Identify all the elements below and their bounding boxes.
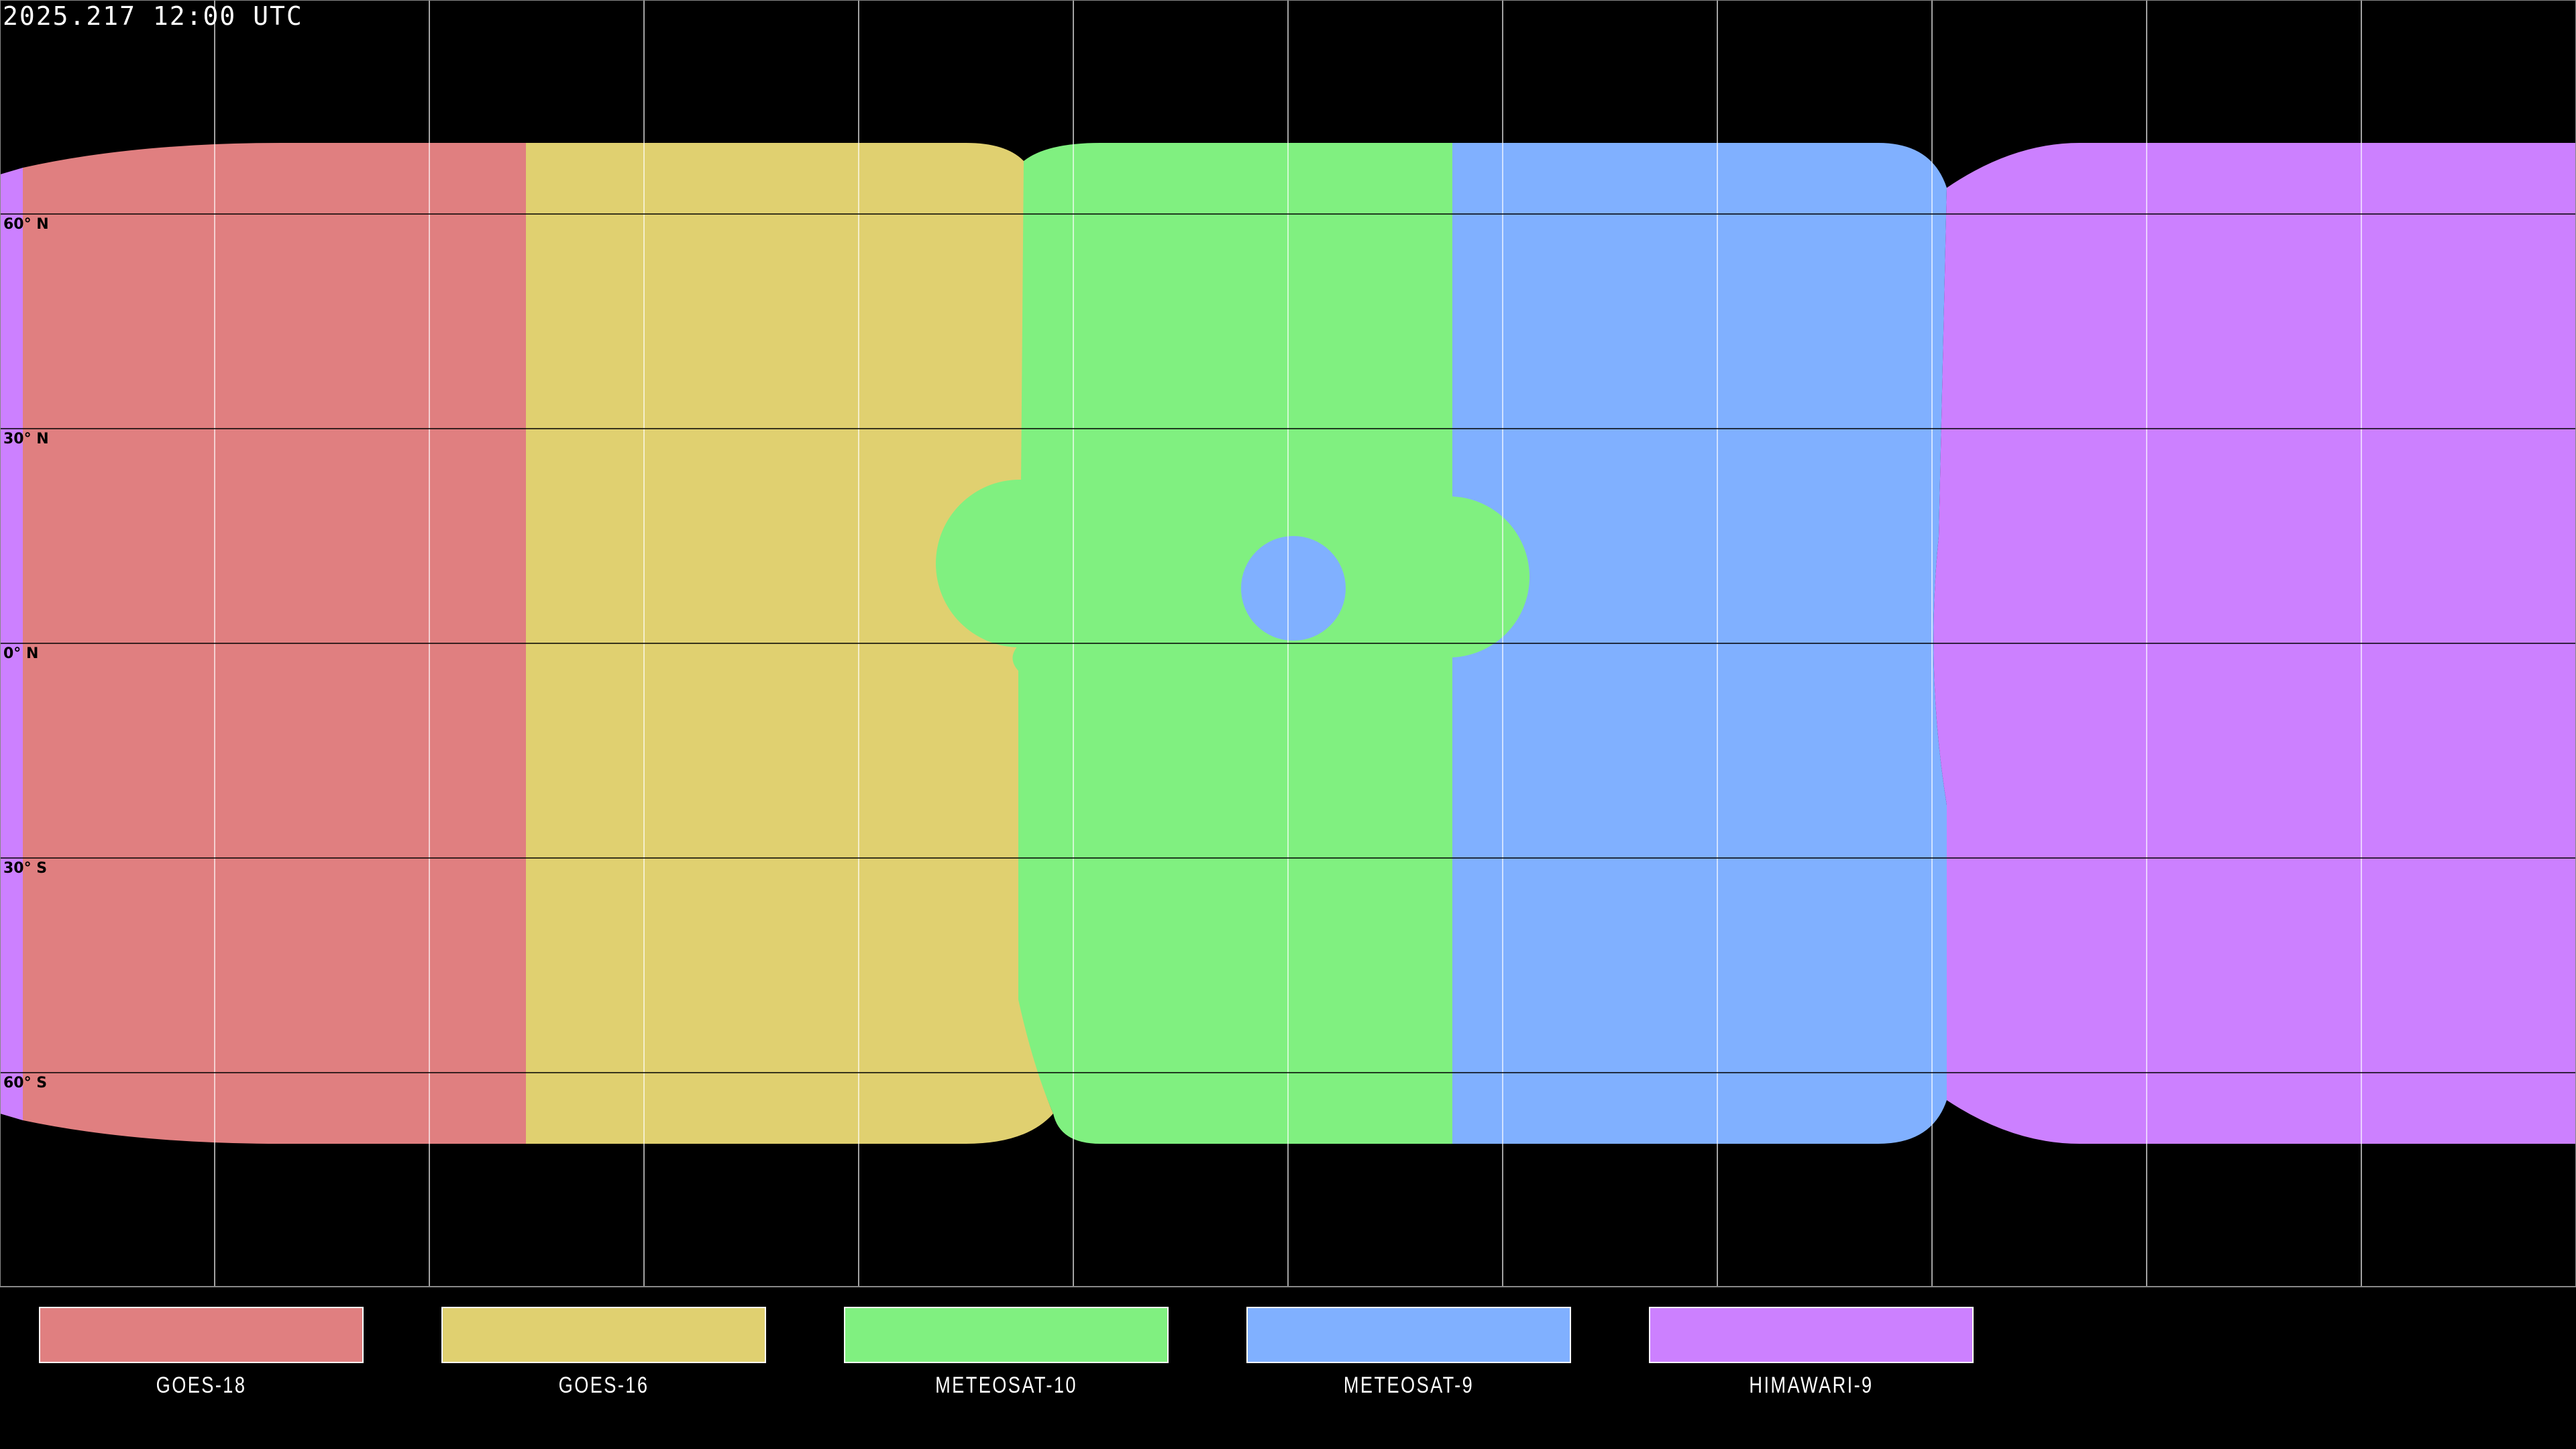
legend-item-meteosat-9: METEOSAT-9 — [1246, 1307, 1571, 1399]
legend-item-goes-16: GOES-16 — [441, 1307, 766, 1399]
coverage-himawari-9-west — [0, 168, 23, 1120]
legend-label: METEOSAT-9 — [1343, 1373, 1474, 1398]
lat-label-30n: 30° N — [3, 431, 49, 447]
legend-swatch — [1649, 1307, 1974, 1363]
lat-label-0: 0° N — [3, 645, 39, 662]
legend-label: HIMAWARI-9 — [1749, 1373, 1874, 1398]
timestamp-title: 2025.217 12:00 UTC — [3, 1, 303, 31]
map-frame — [0, 0, 2576, 1287]
lat-label-60n: 60° N — [3, 216, 49, 233]
coverage-meteosat-10-bulge-west — [936, 480, 1104, 647]
legend-label: GOES-18 — [156, 1373, 247, 1398]
coverage-meteosat-9-patch — [1241, 536, 1346, 641]
legend-swatch — [844, 1307, 1169, 1363]
legend-swatch — [1246, 1307, 1571, 1363]
legend-swatch — [441, 1307, 766, 1363]
lat-label-60s: 60° S — [3, 1075, 48, 1091]
legend-label: METEOSAT-10 — [935, 1373, 1077, 1398]
legend-swatch — [39, 1307, 364, 1363]
legend-item-meteosat-10: METEOSAT-10 — [844, 1307, 1169, 1399]
legend-label: GOES-16 — [558, 1373, 649, 1398]
legend-item-goes-18: GOES-18 — [39, 1307, 364, 1399]
lat-label-30s: 30° S — [3, 860, 48, 877]
coverage-meteosat-10-bulge-east-fill — [1409, 496, 1452, 657]
legend-item-himawari-9: HIMAWARI-9 — [1649, 1307, 1974, 1399]
